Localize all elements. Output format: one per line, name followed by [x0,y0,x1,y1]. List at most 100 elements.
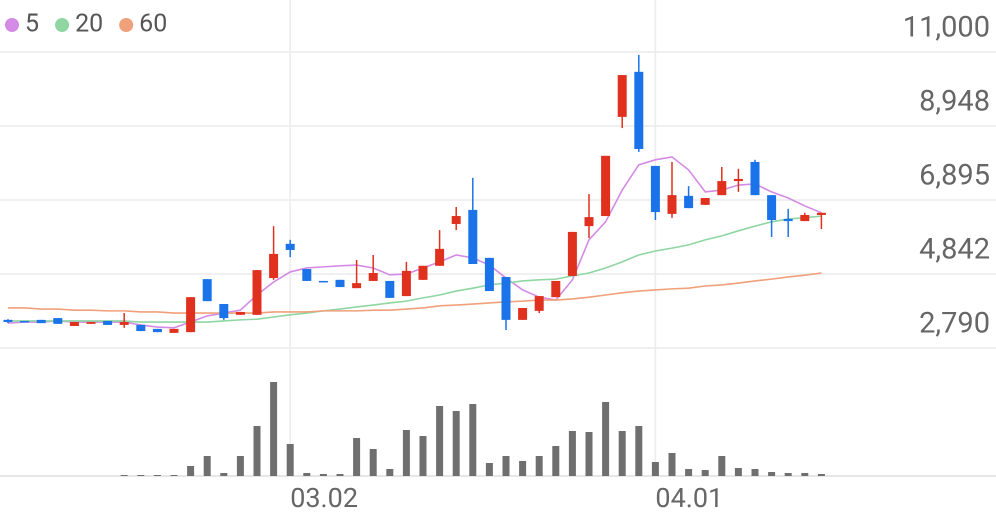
legend-label: 20 [75,10,103,39]
candle-body [186,297,196,333]
candle-body [733,178,743,182]
candle-body [269,253,279,279]
candle-body [484,257,494,292]
candle-body [401,270,411,297]
volume-bar [635,426,643,476]
volume-bar [452,411,460,476]
volume-bar [187,466,195,476]
legend-label: 5 [25,10,39,39]
candle-body [368,273,378,281]
volume-bar [485,463,493,476]
y-tick-label: 8,948 [919,85,990,119]
candle-body [750,161,760,196]
candle-body [53,318,63,324]
volume-bar [651,462,659,476]
candle-body [3,319,13,323]
candle-body [800,214,810,222]
candle-body [385,280,395,298]
candle-body [551,280,561,298]
volume-bar [120,475,128,476]
legend-label: 60 [139,10,167,39]
volume-bar [784,473,792,476]
candle-body [700,198,710,205]
volume-bar [220,473,228,476]
candle-body [169,328,179,333]
volume-bar [817,474,825,476]
candle-body [86,322,96,324]
candle-body [567,231,577,276]
candle-body [501,276,511,320]
candle-body [235,311,245,315]
legend-marker [55,18,70,32]
candle-body [783,218,793,222]
volume-bar [137,475,145,476]
candle-body [816,212,826,215]
volume-bar [386,469,394,476]
candle-body [20,320,30,323]
volume-bar [203,456,211,476]
volume-bar [419,436,427,476]
volume-bar [751,469,759,476]
volume-bar [170,475,178,476]
y-tick-label: 11,000 [903,11,990,45]
volume-bar [585,432,593,476]
candle-body [767,195,777,221]
volume-bar [286,444,294,476]
candle-body [717,181,727,196]
x-tick-label: 03.02 [290,482,358,514]
candle-body [518,307,528,320]
ma-line [8,215,822,323]
candle-body [684,195,694,209]
candle-body [119,322,129,325]
volume-bar [236,456,244,476]
x-tick-label: 04.01 [655,482,723,514]
volume-bar [270,382,278,476]
candle-body [302,269,312,281]
legend-marker [119,18,134,32]
volume-bar [502,456,510,476]
candle-body [534,296,544,311]
candle-body [335,279,345,288]
candle-body [435,248,445,266]
candle-body [667,195,677,214]
volume-bar [436,406,444,476]
volume-bar [153,475,161,476]
candle-body [418,265,428,280]
candle-body [468,209,478,264]
candle-body [285,243,295,250]
volume-bar [303,473,311,476]
legend-marker [5,18,19,32]
candle-body [617,75,627,117]
y-tick-label: 4,842 [919,233,990,267]
volume-bar [718,456,726,476]
volume-bar [336,474,344,476]
candle-body [451,216,461,224]
y-tick-label: 2,790 [919,307,990,341]
volume-bar [253,426,261,476]
candle-body [601,155,611,217]
volume-bar [519,461,527,476]
candle-body [318,280,328,283]
candle-body [219,304,229,319]
candle-body [152,328,162,333]
candle-body [103,320,113,325]
volume-bar [701,470,709,476]
volume-bar [618,431,626,476]
volume-bar [768,472,776,476]
ma-line [8,272,822,314]
candle-body [252,270,262,315]
candle-body [584,217,594,227]
volume-bar [801,473,809,476]
candle-body [352,283,362,289]
volume-bar [469,404,477,476]
candle-body [36,319,46,324]
volume-bar [535,456,543,476]
volume-bar [685,469,693,476]
volume-bar [552,446,560,476]
volume-bar [353,438,361,476]
volume-bar [369,449,377,476]
y-tick-label: 6,895 [919,159,990,193]
volume-bar [319,474,327,476]
candle-body [202,279,212,302]
